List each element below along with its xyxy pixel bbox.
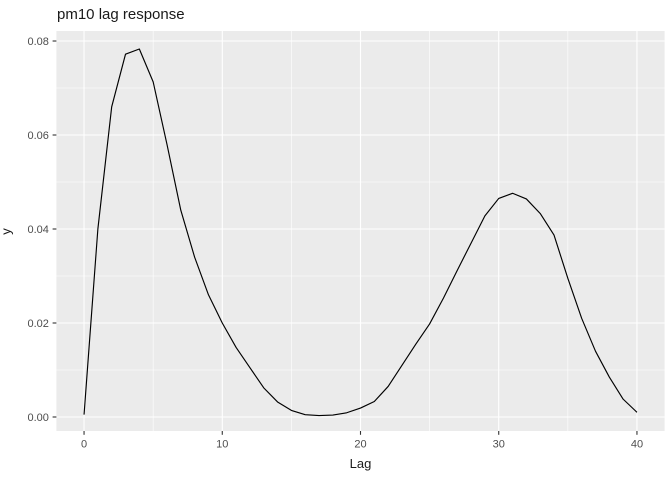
y-tick-label: 0.02 (27, 318, 48, 330)
x-tick-label: 30 (493, 439, 505, 451)
y-axis-title: y (0, 228, 14, 235)
x-tick-label: 40 (631, 439, 643, 451)
x-tick-label: 10 (216, 439, 228, 451)
y-tick-label: 0.00 (27, 412, 48, 424)
chart-title: pm10 lag response (57, 6, 185, 23)
x-tick-label: 20 (354, 439, 366, 451)
data-line (83, 48, 638, 417)
y-tick-label: 0.06 (27, 130, 48, 142)
x-tick-label: 0 (81, 439, 87, 451)
y-tick-label: 0.04 (27, 224, 48, 236)
x-axis-title: Lag (349, 456, 372, 471)
y-tick-label: 0.08 (27, 36, 48, 48)
